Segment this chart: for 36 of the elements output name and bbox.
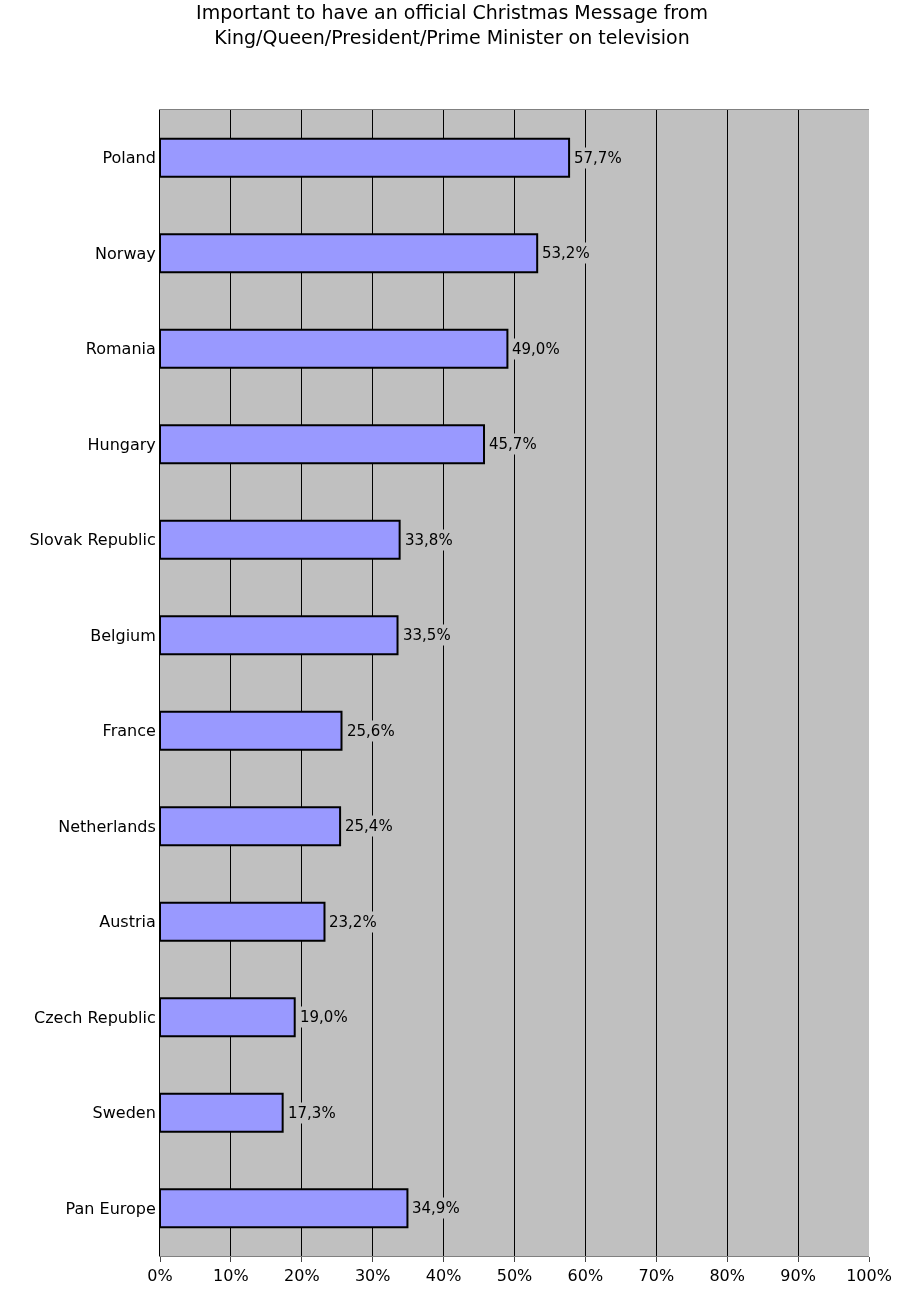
x-tick-label: 70%	[638, 1266, 675, 1286]
x-tick-label: 40%	[425, 1266, 462, 1286]
data-label: 57,7%	[574, 149, 622, 167]
data-label: 53,2%	[542, 244, 590, 262]
y-tick-label: Romania	[85, 339, 156, 359]
x-tick-label: 100%	[846, 1266, 892, 1286]
y-tick-label: Hungary	[87, 434, 156, 454]
data-label: 33,5%	[403, 626, 451, 644]
y-tick-label: Netherlands	[58, 816, 156, 836]
y-tick-label: Poland	[102, 148, 156, 168]
data-label: 23,2%	[329, 913, 377, 931]
data-label: 17,3%	[288, 1104, 336, 1122]
x-tick-label: 0%	[147, 1266, 173, 1286]
x-tick-label: 10%	[213, 1266, 249, 1286]
x-tick-label: 80%	[709, 1266, 745, 1286]
x-tick-label: 50%	[496, 1266, 533, 1286]
data-label: 45,7%	[489, 435, 537, 453]
y-tick-label: France	[102, 721, 156, 741]
chart-title: Important to have an official Christmas Message from King/Queen/President/Prime Minister on television	[196, 1, 708, 49]
y-tick-label: Norway	[95, 243, 156, 263]
y-tick-label: Slovak Republic	[29, 530, 156, 550]
x-tick-label: 60%	[567, 1266, 604, 1286]
y-tick-label: Pan Europe	[65, 1198, 156, 1218]
data-label: 25,4%	[345, 817, 393, 835]
y-tick-label: Czech Republic	[33, 1007, 156, 1027]
x-tick-label: 20%	[284, 1266, 320, 1286]
data-label: 25,6%	[347, 722, 395, 740]
x-tick-label: 90%	[780, 1266, 816, 1286]
data-label: 19,0%	[300, 1008, 348, 1026]
x-tick-label: 30%	[354, 1266, 391, 1286]
data-label: 49,0%	[512, 340, 560, 358]
y-tick-label: Austria	[99, 912, 156, 932]
data-label: 33,8%	[405, 531, 453, 549]
y-tick-label: Sweden	[92, 1103, 156, 1123]
data-label: 34,9%	[412, 1199, 460, 1217]
y-tick-label: Belgium	[90, 625, 156, 645]
